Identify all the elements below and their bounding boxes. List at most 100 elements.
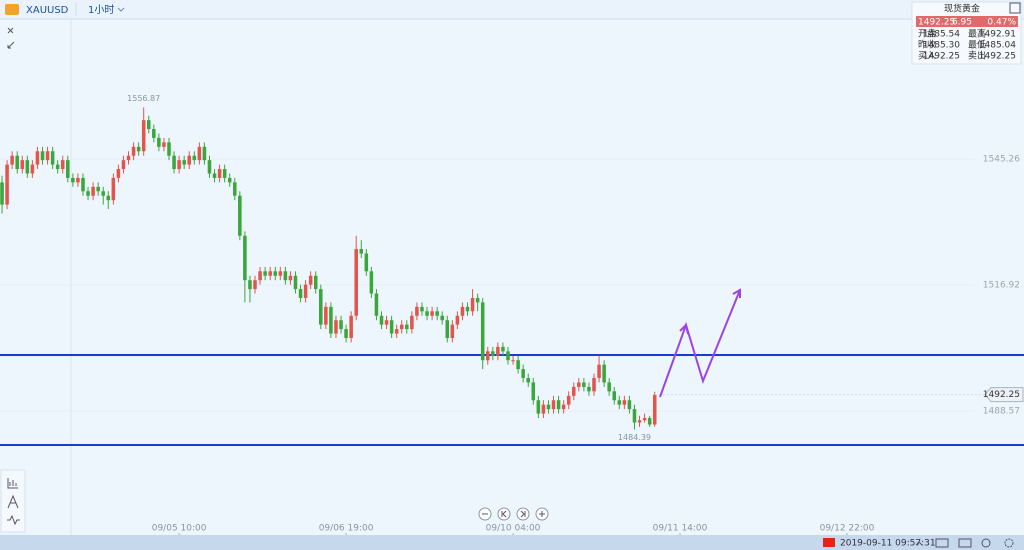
candle-body bbox=[379, 315, 384, 325]
candle-body bbox=[647, 418, 652, 425]
trend-arrows bbox=[659, 288, 741, 398]
window-icon[interactable] bbox=[935, 538, 949, 548]
candle-body bbox=[106, 195, 111, 201]
candle-body bbox=[288, 275, 293, 281]
candle-body bbox=[455, 315, 460, 325]
zoom-in-icon bbox=[539, 511, 545, 517]
candle-body bbox=[344, 329, 348, 338]
candle-body bbox=[86, 191, 90, 196]
indicator-icon[interactable] bbox=[7, 478, 18, 489]
candle-body bbox=[541, 404, 546, 414]
candle-body bbox=[212, 173, 217, 178]
candle-body bbox=[329, 306, 333, 334]
quote-field: 1485.54 bbox=[923, 30, 960, 40]
fullscreen-icon[interactable] bbox=[981, 538, 991, 548]
candle-body bbox=[15, 155, 19, 170]
candle-body bbox=[511, 360, 515, 362]
scroll-left[interactable] bbox=[497, 507, 511, 521]
candle-body bbox=[126, 155, 131, 161]
y-tick-label: 1488.57 bbox=[983, 407, 1020, 417]
candle-body bbox=[637, 420, 642, 423]
candle-body bbox=[410, 315, 414, 330]
candle-body bbox=[308, 275, 313, 285]
candle-body bbox=[152, 129, 156, 138]
candle-body bbox=[192, 155, 197, 161]
candle-body bbox=[268, 271, 272, 276]
candle-body bbox=[491, 351, 495, 356]
candle-body bbox=[101, 191, 105, 196]
candle-body bbox=[536, 400, 541, 414]
interval-dropdown[interactable] bbox=[117, 7, 125, 12]
draw-icon[interactable] bbox=[7, 494, 19, 509]
quote-field: 开盘 bbox=[918, 28, 936, 40]
quote-field: 卖出 bbox=[968, 50, 986, 62]
candle-body bbox=[587, 386, 591, 392]
wave-icon[interactable] bbox=[7, 514, 20, 526]
panel-toggle[interactable] bbox=[1009, 2, 1021, 14]
candle-body bbox=[359, 249, 364, 254]
candle-body bbox=[238, 195, 242, 236]
candle-body bbox=[81, 177, 85, 192]
candle-body bbox=[60, 160, 65, 170]
camera-icon[interactable] bbox=[958, 538, 972, 548]
candle-body bbox=[612, 391, 617, 401]
flag bbox=[823, 538, 835, 547]
x-tick-label: 09/05 10:00 bbox=[152, 524, 207, 534]
candle-body bbox=[607, 382, 611, 392]
candle-body bbox=[232, 182, 237, 196]
candle-body bbox=[182, 160, 186, 165]
candle-body bbox=[415, 306, 419, 316]
candle-body bbox=[136, 146, 141, 152]
candle-body bbox=[50, 151, 55, 165]
candle-body bbox=[162, 142, 166, 147]
candle-body bbox=[354, 249, 358, 316]
quote-change-pct: 0.47% bbox=[987, 18, 1016, 28]
candle-body bbox=[187, 155, 192, 165]
candle-body bbox=[496, 346, 500, 356]
symbol[interactable]: XAUUSD bbox=[26, 5, 69, 16]
forecast-arrow bbox=[659, 289, 741, 398]
candle-body bbox=[405, 324, 409, 330]
candle-body bbox=[480, 302, 485, 361]
candle-body bbox=[571, 386, 576, 396]
scroll-right-icon bbox=[520, 510, 526, 518]
candle-body bbox=[66, 160, 70, 178]
candle-body bbox=[556, 400, 561, 410]
quote-field: 1485.04 bbox=[979, 41, 1016, 51]
expand-icon[interactable] bbox=[7, 41, 15, 49]
candle-body bbox=[96, 186, 100, 192]
quote-field: 买入 bbox=[918, 51, 936, 62]
candle-body bbox=[146, 120, 151, 130]
candle-body bbox=[222, 169, 227, 178]
candle-body bbox=[450, 324, 455, 338]
candle-body bbox=[622, 400, 627, 405]
candle-body bbox=[172, 155, 176, 170]
candle-body bbox=[0, 182, 4, 205]
candle-body bbox=[399, 324, 404, 330]
candle-body bbox=[303, 284, 308, 298]
settings-icon[interactable] bbox=[1004, 538, 1014, 548]
symbol-icon bbox=[5, 4, 19, 15]
scroll-right[interactable] bbox=[516, 507, 530, 521]
candle-body bbox=[30, 164, 35, 174]
high-label: 1556.87 bbox=[127, 94, 160, 103]
candle-body bbox=[475, 297, 480, 303]
candle-body bbox=[420, 306, 424, 312]
candle-body bbox=[516, 360, 520, 370]
candle-body bbox=[440, 315, 444, 321]
quote-field: 最低 bbox=[968, 39, 986, 51]
x-tick-label: 09/10 04:00 bbox=[486, 524, 541, 534]
quote-field: 1485.30 bbox=[923, 41, 960, 51]
close-icon[interactable] bbox=[7, 27, 14, 34]
quote-field: 1492.25 bbox=[979, 52, 1016, 62]
candle-body bbox=[217, 169, 222, 178]
candle-body bbox=[389, 320, 394, 334]
candle-body bbox=[339, 320, 343, 330]
interval[interactable]: 1小时 bbox=[88, 4, 114, 16]
zoom-controls bbox=[478, 507, 549, 521]
candle-body bbox=[582, 382, 586, 387]
candle-body bbox=[445, 320, 450, 338]
candle-body bbox=[177, 160, 181, 170]
status-expand[interactable] bbox=[915, 541, 923, 546]
